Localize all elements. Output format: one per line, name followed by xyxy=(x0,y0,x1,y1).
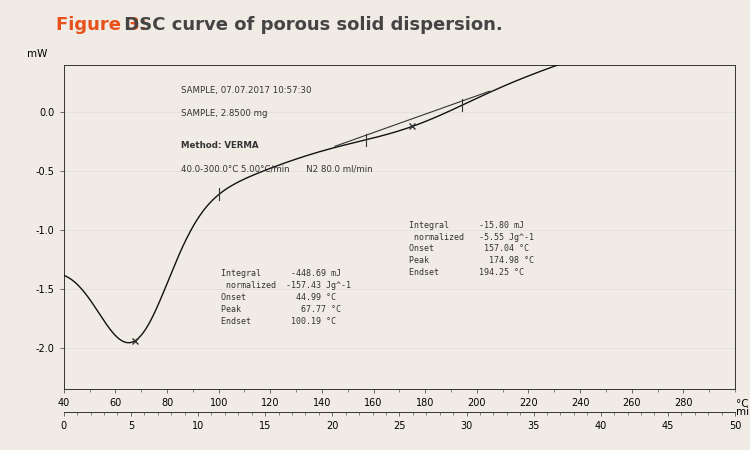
Text: min: min xyxy=(736,407,750,417)
Text: Figure 3:: Figure 3: xyxy=(56,16,147,34)
Y-axis label: mW: mW xyxy=(27,49,47,59)
Text: SAMPLE, 2.8500 mg: SAMPLE, 2.8500 mg xyxy=(182,109,268,118)
Text: °C: °C xyxy=(736,399,749,409)
Text: SAMPLE, 07.07.2017 10:57:30: SAMPLE, 07.07.2017 10:57:30 xyxy=(182,86,312,95)
Text: 40.0-300.0°C 5.00°C/min      N2 80.0 ml/min: 40.0-300.0°C 5.00°C/min N2 80.0 ml/min xyxy=(182,164,373,173)
Text: Integral      -15.80 mJ
 normalized   -5.55 Jg^-1
Onset          157.04 °C
Peak : Integral -15.80 mJ normalized -5.55 Jg^-… xyxy=(410,221,535,277)
Text: DSC curve of porous solid dispersion.: DSC curve of porous solid dispersion. xyxy=(118,16,502,34)
Text: Method: VERMA: Method: VERMA xyxy=(182,141,259,150)
Text: Integral      -448.69 mJ
 normalized  -157.43 Jg^-1
Onset          44.99 °C
Peak: Integral -448.69 mJ normalized -157.43 J… xyxy=(221,270,352,325)
